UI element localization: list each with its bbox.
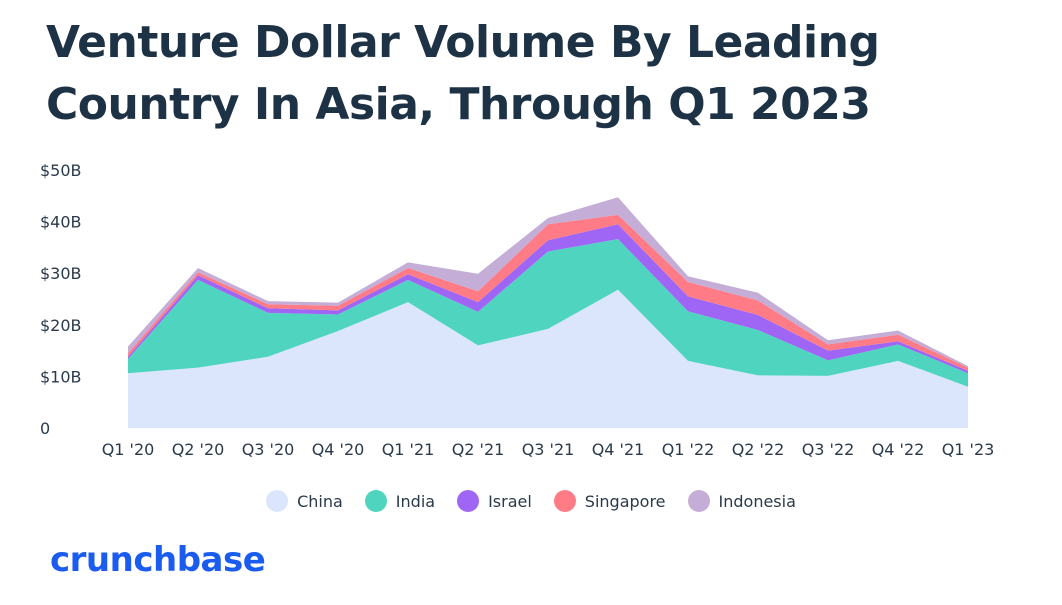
legend-swatch — [553, 490, 576, 512]
area-india — [128, 239, 968, 387]
legend-item-singapore: Singapore — [553, 490, 666, 512]
x-tick-label: Q2 '22 — [732, 440, 785, 459]
crunchbase-logo: crunchbase — [50, 540, 266, 580]
legend-label: Indonesia — [718, 491, 796, 511]
x-tick-label: Q3 '20 — [242, 440, 295, 459]
x-tick-label: Q1 '22 — [662, 440, 715, 459]
y-axis: 0 $10B $20B $30B $40B $50B — [40, 161, 82, 438]
x-tick-label: Q2 '21 — [452, 440, 505, 459]
x-tick-label: Q3 '21 — [522, 440, 575, 459]
legend: China India Israel Singapore Indonesia — [0, 490, 1062, 512]
x-tick-label: Q2 '20 — [172, 440, 225, 459]
x-tick-label: Q4 '22 — [872, 440, 925, 459]
y-tick-label: $20B — [40, 316, 82, 335]
legend-label: China — [297, 491, 343, 511]
x-tick-label: Q3 '22 — [802, 440, 855, 459]
stacked-area-chart: 0 $10B $20B $30B $40B $50B Q1 '20 Q2 '20 Q3 '20… — [40, 161, 995, 459]
legend-item-indonesia: Indonesia — [687, 490, 796, 512]
legend-item-israel: Israel — [457, 490, 532, 512]
legend-label: Singapore — [584, 491, 666, 511]
legend-swatch — [687, 490, 710, 512]
chart-title: Venture Dollar Volume By Leading Country… — [46, 17, 880, 130]
x-tick-label: Q4 '21 — [592, 440, 645, 459]
y-tick-label: $10B — [40, 367, 82, 386]
area-layers — [128, 197, 968, 428]
legend-label: India — [395, 491, 436, 511]
legend-swatch — [266, 490, 289, 512]
x-tick-label: Q4 '20 — [312, 440, 365, 459]
legend-label: Israel — [488, 491, 532, 511]
legend-item-india: India — [364, 490, 436, 512]
y-tick-label: $40B — [40, 213, 82, 232]
y-tick-label: $30B — [40, 264, 82, 283]
area-china — [128, 289, 968, 428]
x-tick-label: Q1 '23 — [942, 440, 995, 459]
legend-item-china: China — [266, 490, 343, 512]
y-tick-label: 0 — [40, 419, 50, 438]
x-tick-label: Q1 '21 — [382, 440, 435, 459]
x-tick-label: Q1 '20 — [102, 440, 155, 459]
legend-swatch — [457, 490, 480, 512]
legend-swatch — [364, 490, 387, 512]
x-axis: Q1 '20 Q2 '20 Q3 '20 Q4 '20 Q1 '21 Q2 '21 Q3 '… — [102, 440, 995, 459]
y-tick-label: $50B — [40, 161, 82, 180]
